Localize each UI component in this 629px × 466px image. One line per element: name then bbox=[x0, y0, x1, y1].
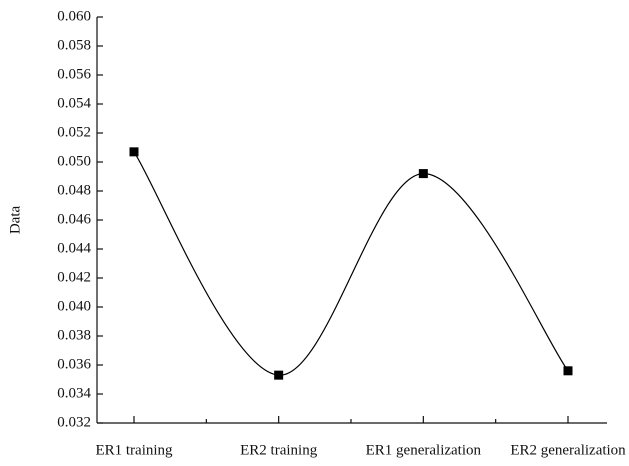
marker bbox=[418, 169, 428, 179]
y-tick-label: 0.048 bbox=[57, 182, 91, 198]
y-tick-label: 0.042 bbox=[57, 269, 91, 285]
y-tick-label: 0.038 bbox=[57, 327, 91, 343]
y-tick-label: 0.058 bbox=[57, 37, 91, 53]
marker bbox=[274, 370, 284, 380]
y-tick-label: 0.060 bbox=[57, 8, 91, 24]
marker bbox=[129, 147, 139, 157]
x-tick-label: ER1 generalization bbox=[366, 442, 482, 458]
line bbox=[133, 151, 569, 376]
y-tick-label: 0.044 bbox=[57, 240, 91, 256]
y-tick-label: 0.032 bbox=[57, 414, 91, 430]
y-tick-label: 0.056 bbox=[57, 66, 91, 82]
marker bbox=[563, 366, 573, 376]
y-tick-label: 0.052 bbox=[57, 124, 91, 140]
x-tick-label: ER2 training bbox=[240, 442, 318, 458]
y-tick-label: 0.034 bbox=[57, 385, 91, 401]
y-tick-label: 0.046 bbox=[57, 211, 91, 227]
y-tick-label: 0.040 bbox=[57, 298, 91, 314]
x-tick-label: ER2 generalization bbox=[510, 442, 626, 458]
y-tick-label: 0.036 bbox=[57, 356, 91, 372]
y-tick-label: 0.050 bbox=[57, 153, 91, 169]
x-tick-label: ER1 training bbox=[95, 442, 173, 458]
y-axis-label: Data bbox=[7, 206, 23, 235]
y-tick-label: 0.054 bbox=[57, 95, 91, 111]
